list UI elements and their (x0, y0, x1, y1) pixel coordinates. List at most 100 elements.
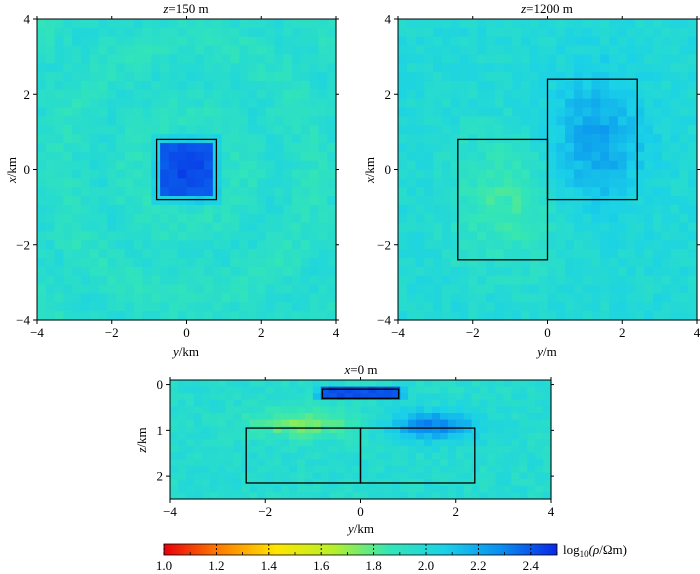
heatmap-cell (459, 258, 469, 268)
heatmap-cell (281, 399, 290, 408)
heatmap-cell (617, 151, 628, 162)
heatmap-cell (494, 240, 505, 250)
heatmap-cell (336, 406, 346, 414)
heatmap-cell (679, 275, 689, 286)
heatmap-cell (543, 492, 552, 500)
heatmap-cell (225, 479, 235, 487)
heatmap-cell (415, 134, 425, 144)
heatmap-cell (424, 426, 433, 434)
heatmap-cell (384, 452, 393, 460)
heatmap-cell (477, 72, 487, 82)
heatmap-cell (230, 125, 240, 135)
heatmap-cell (221, 116, 232, 126)
heatmap-cell (72, 45, 82, 56)
heatmap-cell (304, 393, 314, 401)
heatmap-cell (512, 19, 522, 29)
heatmap-cell (265, 204, 276, 215)
heatmap-cell (256, 204, 267, 215)
heatmap-cell (400, 380, 409, 388)
heatmap-cell (582, 293, 593, 303)
heatmap-cell (463, 492, 473, 500)
heatmap-cell (283, 169, 293, 179)
heatmap-cell (521, 293, 531, 303)
heatmap-cell (265, 492, 274, 500)
heatmap-cell (142, 266, 152, 277)
heatmap-cell (447, 446, 457, 454)
heatmap-cell (609, 116, 619, 126)
colorbar-tick-label: 1.8 (365, 558, 381, 573)
heatmap-cell (450, 302, 461, 312)
heatmap-cell (230, 116, 240, 126)
heatmap-cell (479, 393, 489, 401)
heatmap-cell (177, 240, 188, 250)
heatmap-cell (204, 258, 214, 268)
heatmap-cell (661, 151, 672, 162)
heatmap-cell (415, 107, 425, 117)
heatmap-cell (441, 275, 452, 286)
heatmap-cell (455, 380, 465, 388)
heatmap-cell (521, 204, 531, 215)
heatmap-cell (283, 222, 293, 233)
heatmap-cell (471, 399, 481, 408)
heatmap-cell (479, 459, 489, 467)
heatmap-cell (292, 311, 302, 321)
heatmap-cell (384, 439, 393, 447)
heatmap-cell (195, 266, 205, 277)
heatmap-cell (471, 380, 481, 388)
heatmap-cell (209, 465, 219, 474)
heatmap-cell (193, 446, 203, 454)
heatmap-cell (447, 406, 457, 414)
heatmap-cell (408, 472, 417, 480)
heatmap-cell (591, 178, 601, 188)
heatmap-cell (142, 258, 152, 268)
heatmap-cell (160, 213, 170, 224)
heatmap-cell (424, 311, 434, 321)
heatmap-cell (45, 151, 56, 162)
heatmap-cell (257, 432, 266, 441)
heatmap-cell (424, 439, 433, 447)
heatmap-cell (406, 178, 417, 188)
heatmap-cell (398, 98, 408, 109)
heatmap-cell (661, 45, 672, 56)
heatmap-cell (300, 36, 311, 47)
heatmap-cell (441, 125, 452, 135)
heatmap-cell (424, 45, 434, 56)
heatmap-cell (406, 54, 417, 64)
heatmap-cell (439, 399, 449, 408)
heatmap-cell (415, 27, 425, 38)
heatmap-cell (600, 275, 610, 286)
heatmap-cell (107, 63, 117, 73)
heatmap-cell (406, 116, 417, 126)
heatmap-cell (98, 169, 108, 179)
heatmap-cell (344, 439, 354, 447)
heatmap-cell (320, 393, 330, 401)
heatmap-cell (274, 63, 284, 73)
heatmap-cell (609, 134, 619, 144)
heatmap-cell (309, 222, 320, 233)
heatmap-cell (54, 54, 64, 64)
heatmap-cell (133, 213, 144, 224)
heatmap-cell (494, 160, 505, 171)
heatmap-cell (600, 36, 610, 47)
heatmap-cell (257, 452, 266, 460)
heatmap-cell (248, 116, 258, 126)
heatmap-cell (485, 222, 496, 233)
heatmap-cell (248, 98, 258, 109)
heatmap-cell (256, 266, 267, 277)
heatmap-cell (328, 413, 338, 421)
colorbar-tick-label: 1.6 (313, 558, 330, 573)
heatmap-cell (327, 63, 337, 73)
heatmap-cell (230, 240, 240, 250)
heatmap-cell (538, 160, 549, 171)
heatmap-cell (63, 222, 73, 233)
heatmap-cell (547, 249, 557, 259)
heatmap-cell (600, 134, 610, 144)
heatmap-cell (239, 72, 249, 82)
heatmap-cell (209, 459, 219, 467)
heatmap-cell (408, 432, 417, 441)
heatmap-cell (312, 419, 322, 427)
heatmap-cell (37, 134, 47, 144)
heatmap-cell (352, 406, 362, 414)
heatmap-cell (72, 63, 82, 73)
heatmap-cell (265, 459, 274, 467)
